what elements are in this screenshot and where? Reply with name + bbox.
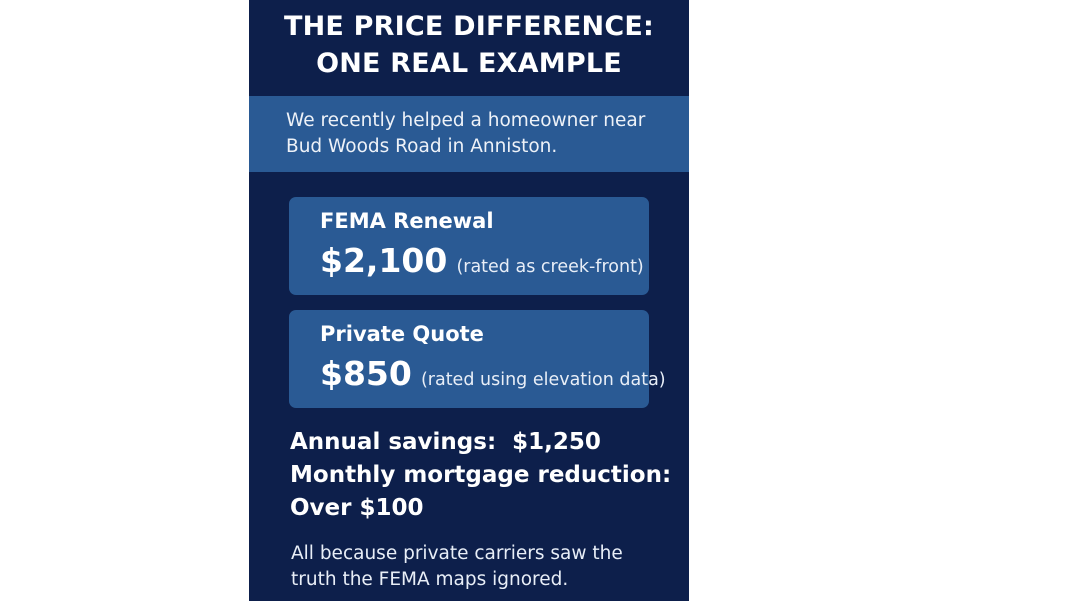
infographic-panel: THE PRICE DIFFERENCE: ONE REAL EXAMPLE W… [249, 0, 689, 601]
card-note: (rated as creek-front) [456, 257, 644, 277]
card-amount: $850 [320, 354, 412, 393]
headline-line-2: ONE REAL EXAMPLE [316, 48, 622, 79]
intro-line-2: Bud Woods Road in Anniston. [286, 136, 558, 157]
card-amount: $2,100 [320, 241, 448, 280]
private-quote-card: Private Quote $850 (rated using elevatio… [289, 310, 666, 408]
intro-text: We recently helped a homeowner near Bud … [286, 108, 645, 160]
annual-savings-label: Annual savings: [290, 429, 497, 455]
annual-savings-value: $1,250 [512, 429, 601, 455]
headline: THE PRICE DIFFERENCE: ONE REAL EXAMPLE [249, 8, 689, 82]
card-note: (rated using elevation data) [420, 370, 666, 390]
intro-band: We recently helped a homeowner near Bud … [249, 96, 689, 172]
savings-stats: Annual savings: $1,250 Monthly mortgage … [290, 426, 671, 525]
footer-text: All because private carriers saw the tru… [291, 541, 623, 593]
card-label: Private Quote [320, 322, 484, 346]
monthly-reduction-label: Monthly mortgage reduction: [290, 462, 672, 488]
fema-renewal-card: FEMA Renewal $2,100 (rated as creek-fron… [289, 197, 649, 295]
intro-line-1: We recently helped a homeowner near [286, 110, 646, 131]
footer-line-2: truth the FEMA maps ignored. [291, 569, 569, 590]
headline-line-1: THE PRICE DIFFERENCE: [283, 11, 655, 42]
footer-line-1: All because private carriers saw the [291, 543, 623, 564]
card-label: FEMA Renewal [320, 209, 494, 233]
monthly-reduction-value: Over $100 [290, 495, 424, 521]
